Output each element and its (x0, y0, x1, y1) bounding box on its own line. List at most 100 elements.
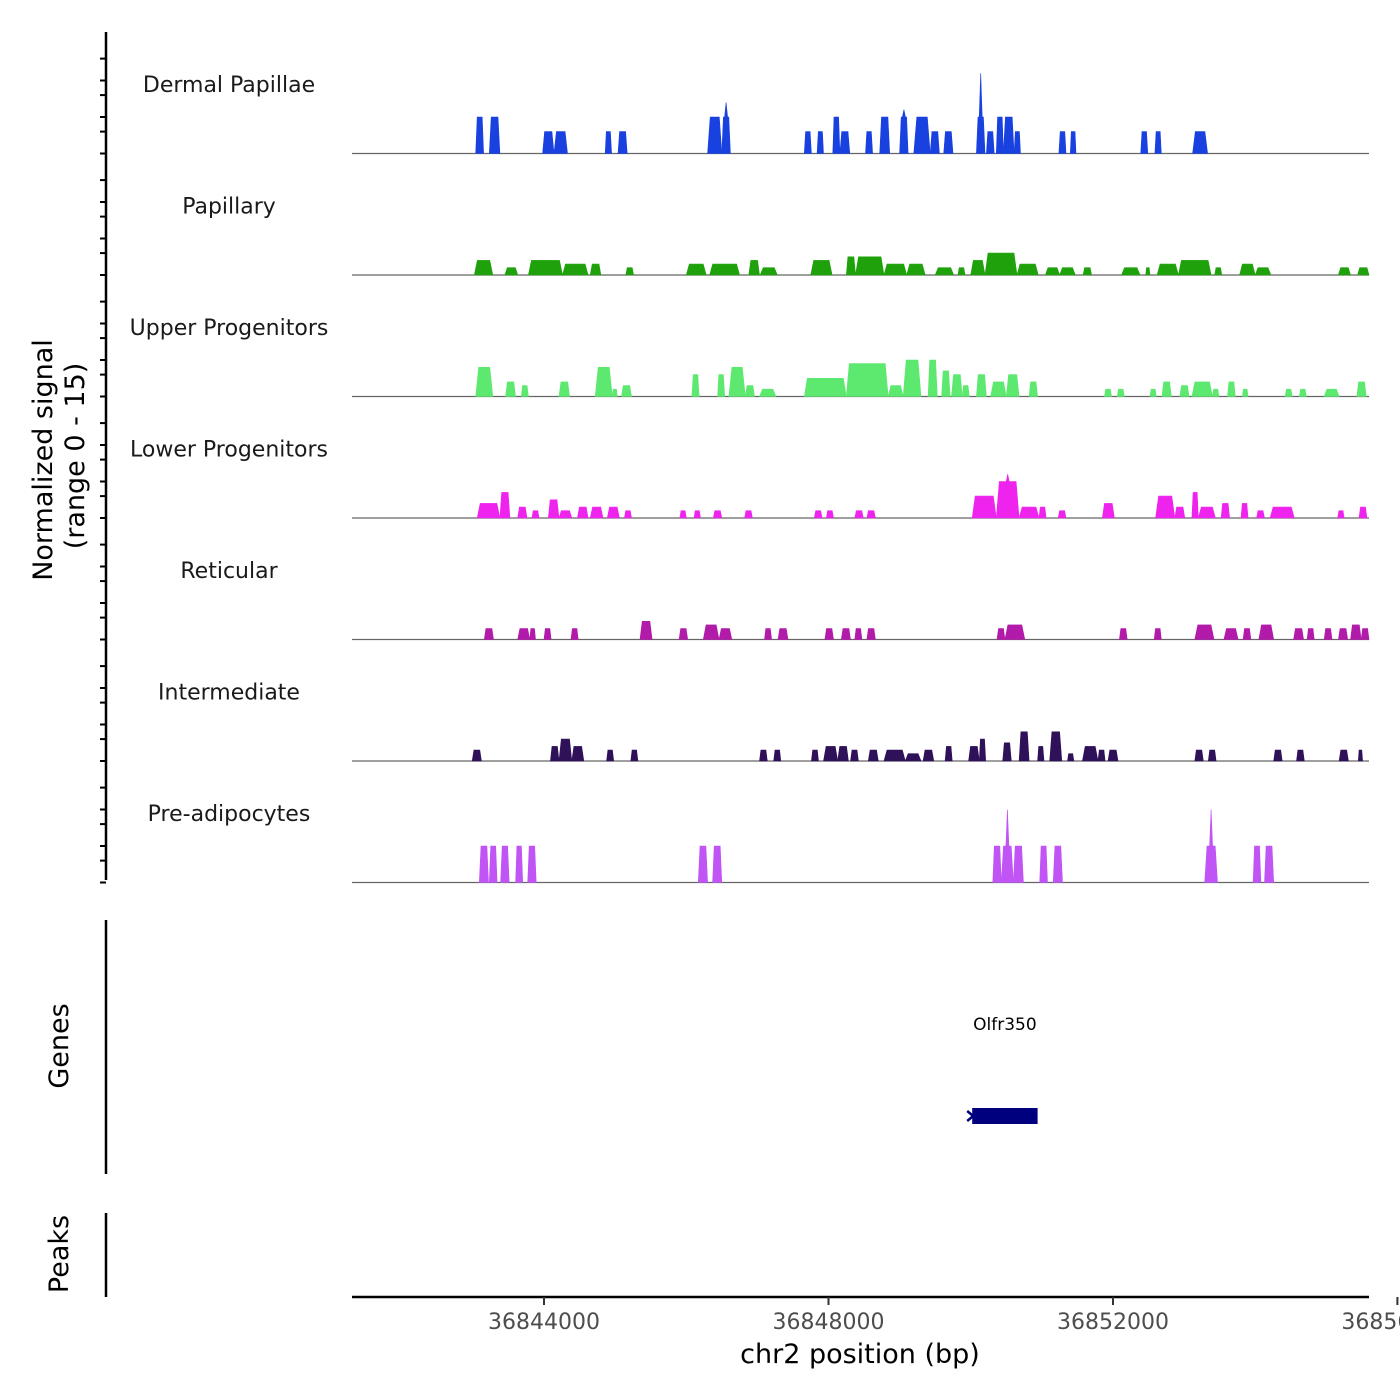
signal-peak (934, 267, 955, 276)
signal-peak (1360, 628, 1370, 640)
signal-peak (883, 263, 908, 276)
y-axis-title-line1: Normalized signal (28, 339, 59, 581)
signal-peak (475, 367, 494, 397)
signal-peak (927, 359, 938, 397)
signal-peak (693, 510, 701, 519)
signal-peak (811, 749, 819, 762)
signal-peak (1337, 510, 1345, 519)
signal-peak (471, 749, 482, 762)
signal-peak (992, 845, 1002, 883)
signal-peak (773, 749, 782, 762)
signal-peak (744, 385, 755, 397)
signal-peak (1044, 267, 1061, 276)
signal-peak (1013, 131, 1021, 154)
signal-peak (553, 131, 568, 154)
signal-peak (976, 73, 986, 154)
signal-peak (1323, 628, 1333, 640)
signal-peak (1149, 388, 1157, 397)
signal-peak (854, 510, 864, 519)
track-pre-adipocytes: Pre-adipocytes (148, 802, 1369, 884)
signal-peak (621, 385, 632, 397)
signal-peak (476, 503, 501, 519)
signal-peak (1194, 749, 1204, 762)
signal-peak (679, 510, 687, 519)
signal-peak (970, 260, 986, 276)
signal-peak (707, 116, 723, 154)
signal-peak (1214, 267, 1223, 276)
signal-peak (504, 267, 519, 276)
signal-peak (606, 749, 615, 762)
signal-peak (721, 102, 731, 154)
signal-y-ticks (100, 57, 106, 884)
signal-peak (624, 510, 632, 519)
signal-peak (718, 628, 733, 640)
signal-peak (1197, 506, 1216, 519)
track-label: Pre-adipocytes (148, 802, 311, 827)
signal-peak (957, 267, 966, 276)
signal-peak (1220, 503, 1230, 519)
signal-peak (1057, 510, 1067, 519)
signal-peak (1357, 749, 1363, 762)
signal-peak (1156, 263, 1179, 276)
track-intermediate: Intermediate (158, 681, 1369, 762)
gene-models: Olfr350 (966, 1015, 1038, 1124)
signal-peak (639, 621, 653, 640)
signal-peak (500, 845, 510, 883)
signal-peak (542, 131, 555, 154)
signal-peak (702, 624, 720, 640)
signal-peak (1323, 388, 1340, 397)
signal-peak (728, 367, 746, 397)
signal-peak (1107, 749, 1119, 762)
signal-peak (1039, 845, 1048, 883)
x-tick-label: 36844000 (488, 1310, 600, 1335)
signal-peak (1121, 267, 1141, 276)
signal-peak (543, 628, 552, 640)
genes-track-label: Genes (44, 1003, 75, 1088)
signal-peak (528, 260, 563, 276)
signal-peak (606, 506, 620, 519)
signal-peak (922, 749, 935, 762)
signal-peak (1004, 624, 1026, 640)
signal-peak (845, 363, 889, 397)
signal-peak (1242, 628, 1252, 640)
signal-peak (1016, 263, 1039, 276)
x-tick-label: 36848000 (773, 1310, 885, 1335)
track-label: Dermal Papillae (143, 73, 315, 98)
signal-peak (744, 510, 753, 519)
signal-peak (1067, 753, 1075, 762)
signal-peak (1350, 624, 1362, 640)
track-label: Lower Progenitors (130, 438, 328, 463)
signal-peak (1240, 503, 1249, 519)
signal-peak (1174, 506, 1186, 519)
signal-peak (558, 510, 573, 519)
x-axis-title: chr2 position (bp) (740, 1339, 980, 1370)
track-label: Reticular (180, 559, 278, 584)
signal-peak (617, 131, 628, 154)
signal-peak (996, 628, 1006, 640)
signal-peak (837, 746, 849, 762)
signal-peak (850, 749, 859, 762)
signal-peak (866, 510, 876, 519)
signal-peak (1018, 506, 1040, 519)
signal-peak (625, 267, 634, 276)
signal-peak (1191, 381, 1213, 397)
signal-peak (1052, 845, 1063, 883)
track-papillary: Papillary (182, 195, 1370, 276)
signal-peak (515, 845, 524, 883)
signal-peak (1298, 388, 1307, 397)
signal-peak (866, 628, 876, 640)
signal-peak (816, 131, 824, 154)
signal-peak (1153, 628, 1162, 640)
signal-peak (824, 628, 834, 640)
signal-peak (978, 738, 987, 762)
signal-peak (1101, 503, 1115, 519)
signal-peak (1005, 374, 1020, 397)
signal-peak (571, 746, 585, 762)
signal-peak (697, 845, 708, 883)
signal-peak (1192, 131, 1208, 154)
signal-peak (968, 746, 980, 762)
signal-peak (550, 746, 560, 762)
signal-peak (488, 845, 498, 883)
signal-peak (1256, 510, 1265, 519)
gene-strand-arrow (966, 1110, 976, 1122)
